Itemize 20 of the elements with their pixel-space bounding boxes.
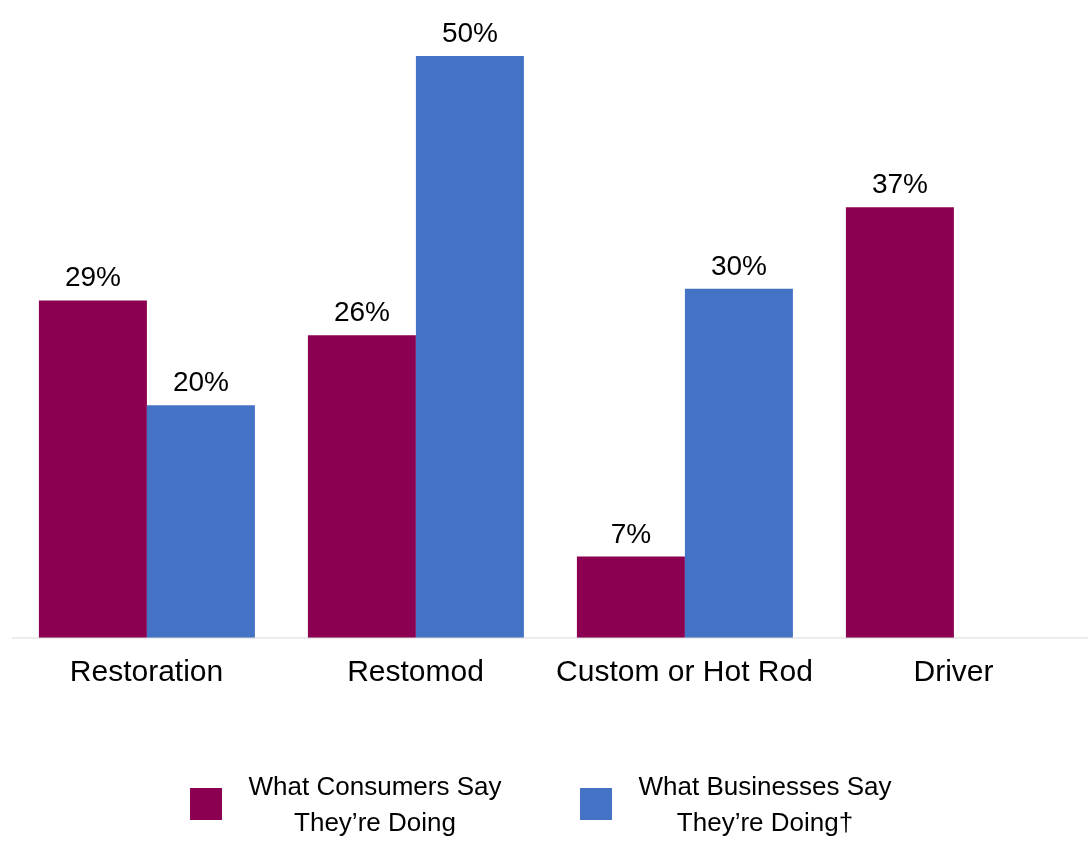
bar (684, 288, 793, 638)
x-tick-label: Restomod (347, 654, 484, 688)
data-label: 30% (710, 249, 767, 281)
data-label: 37% (871, 168, 928, 200)
data-label: 50% (441, 17, 498, 48)
bar (38, 300, 147, 638)
bar (307, 335, 416, 638)
x-tick-label: Driver (913, 654, 994, 688)
bar (146, 405, 255, 638)
bar (845, 207, 954, 638)
x-tick-label: Restoration (69, 654, 224, 688)
bar (415, 56, 524, 638)
data-label: 29% (64, 261, 121, 293)
legend-label: What Consumers Say They’re Doing (247, 770, 503, 839)
data-label: 20% (172, 366, 229, 398)
data-label: 7% (610, 517, 652, 549)
x-tick-label: Custom or Hot Rod (556, 654, 813, 688)
data-label: 26% (333, 296, 390, 328)
legend-label: What Businesses Say They’re Doing† (637, 770, 893, 839)
bar (576, 556, 685, 638)
